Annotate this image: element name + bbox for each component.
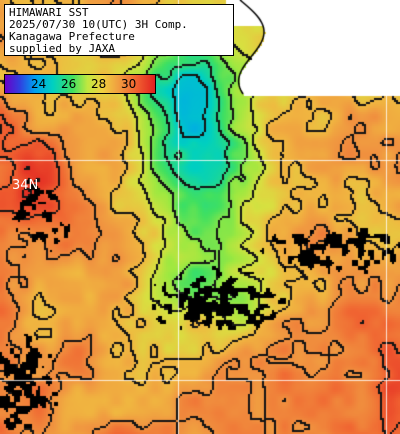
scale-tick-30: 30 xyxy=(121,77,137,91)
scale-tick-24: 24 xyxy=(31,77,47,91)
scale-tick-28: 28 xyxy=(91,77,107,91)
scale-tick-26: 26 xyxy=(61,77,77,91)
title-box: HIMAWARI SST 2025/07/30 10(UTC) 3H Comp.… xyxy=(4,4,234,56)
title-line-4: supplied by JAXA xyxy=(9,42,115,55)
title-line-3: Kanagawa Prefecture xyxy=(9,30,135,43)
color-scale-bar: 24 26 28 30 xyxy=(4,74,156,94)
title-line-1: HIMAWARI SST xyxy=(9,6,89,19)
color-scale-gradient xyxy=(5,75,155,93)
title-line-2: 2025/07/30 10(UTC) 3H Comp. xyxy=(9,18,188,31)
latitude-label-34n: 34N xyxy=(12,178,39,193)
